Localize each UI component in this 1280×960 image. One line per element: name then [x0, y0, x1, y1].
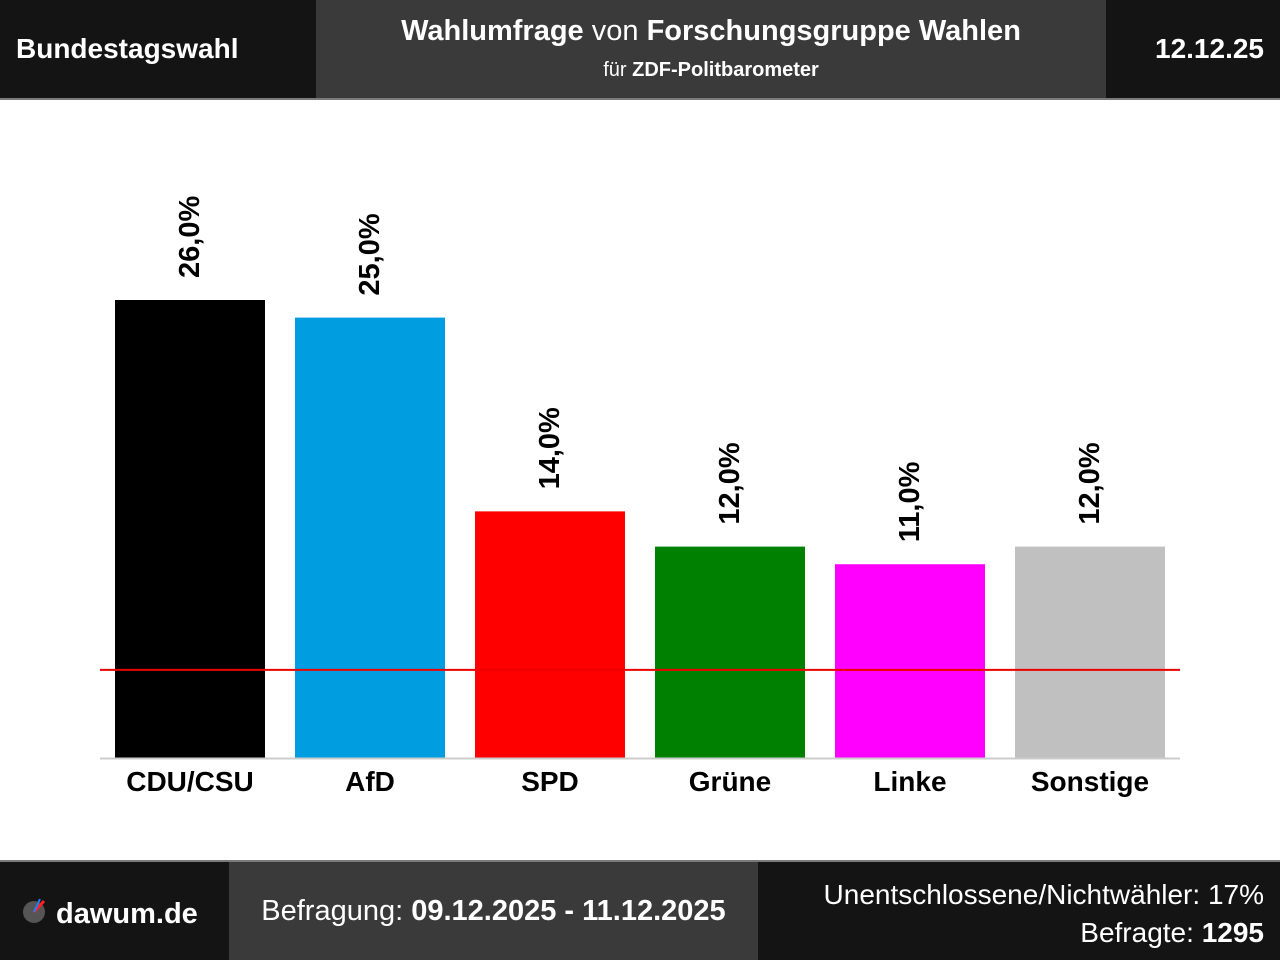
bar-cdu-csu — [115, 300, 265, 758]
bar-afd — [295, 317, 445, 758]
value-label-linke: 11,0% — [894, 461, 926, 542]
election-label: Bundestagswahl — [16, 33, 239, 64]
client-name: ZDF-Politbarometer — [632, 59, 819, 81]
undecided-row: Unentschlossene/Nichtwähler: 17% — [824, 876, 1264, 914]
undecided-value: 17% — [1207, 879, 1264, 910]
poll-subtitle: für ZDF-Politbarometer — [316, 59, 1106, 82]
value-label-cdu-csu: 26,0% — [174, 196, 206, 278]
category-label-gr-ne: Grüne — [689, 766, 771, 797]
category-label-spd: SPD — [521, 766, 579, 797]
value-label-sonstige: 12,0% — [1074, 442, 1106, 524]
footer-center-panel — [229, 862, 758, 960]
bar-sonstige — [1015, 546, 1165, 758]
survey-period: Befragung: 09.12.2025 - 11.12.2025 — [229, 895, 758, 928]
bar-spd — [475, 511, 625, 758]
poll-title-von: von — [591, 15, 639, 47]
survey-period-value: 09.12.2025 - 11.12.2025 — [411, 895, 726, 927]
respondents-row: Befragte: 1295 — [824, 914, 1264, 952]
bar-gr-ne — [655, 546, 805, 758]
dawum-logo-icon — [22, 898, 48, 932]
poll-title-word: Wahlumfrage — [401, 15, 584, 47]
institute-name: Forschungsgruppe Wahlen — [646, 15, 1021, 47]
header-center-panel — [316, 0, 1106, 98]
category-label-cdu-csu: CDU/CSU — [126, 766, 254, 797]
poll-bar-chart: 26,0% CDU/CSU 25,0% AfD 14,0% SPD 12,0% Grüne 11… — [100, 196, 1180, 797]
survey-stats: Unentschlossene/Nichtwähler: 17% Befragt… — [824, 876, 1264, 952]
category-label-sonstige: Sonstige — [1031, 766, 1149, 797]
footer-divider — [0, 860, 1280, 862]
respondents-value: 1295 — [1201, 917, 1264, 948]
value-label-afd: 25,0% — [354, 213, 386, 295]
site-name: dawum.de — [56, 898, 198, 930]
poll-date: 12.12.25 — [1155, 33, 1264, 64]
survey-period-label: Befragung: — [261, 895, 404, 927]
header-bar: Bundestagswahl Wahlumfrage von Forschung… — [0, 0, 1280, 100]
footer-bar: dawum.de Befragung: 09.12.2025 - 11.12.2… — [0, 860, 1280, 960]
category-label-afd: AfD — [345, 766, 395, 797]
site-logo[interactable]: dawum.de — [22, 898, 198, 932]
respondents-label: Befragte: — [1080, 917, 1194, 948]
value-label-gr-ne: 12,0% — [714, 442, 746, 524]
value-label-spd: 14,0% — [534, 407, 566, 489]
undecided-label: Unentschlossene/Nichtwähler: — [823, 879, 1201, 910]
poll-title: Wahlumfrage von Forschungsgruppe Wahlen — [316, 15, 1106, 48]
header-divider — [0, 98, 1280, 100]
category-label-linke: Linke — [873, 766, 946, 797]
subtitle-fuer: für — [603, 59, 627, 81]
bar-linke — [835, 564, 985, 758]
